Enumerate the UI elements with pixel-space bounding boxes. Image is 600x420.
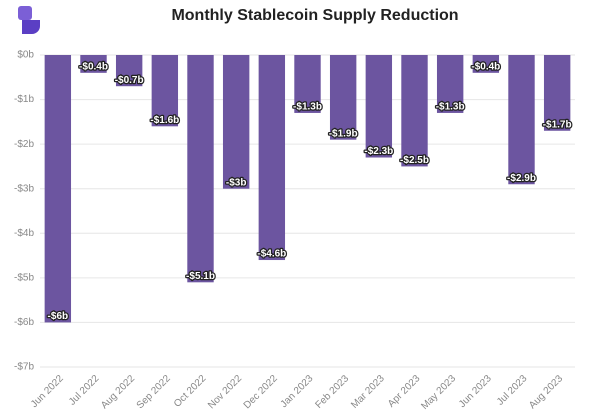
value-label: -$0.4b [471, 61, 500, 72]
value-label: -$1.3b [293, 102, 322, 113]
bar [401, 55, 428, 167]
value-label: -$3b [226, 177, 247, 188]
value-label: -$6b [48, 311, 69, 322]
x-tick-label: Jul 2022 [67, 373, 102, 408]
x-tick-label: Aug 2022 [99, 373, 137, 411]
y-tick-label: -$7b [14, 362, 34, 373]
y-tick-label: -$3b [14, 183, 34, 194]
y-tick-label: -$2b [14, 139, 34, 150]
x-tick-label: Dec 2022 [242, 373, 280, 411]
bar [115, 55, 143, 87]
y-tick-label: -$5b [14, 272, 34, 283]
bar [222, 55, 250, 189]
bar [543, 55, 571, 131]
value-label: -$2.3b [364, 146, 393, 157]
bar [187, 55, 214, 283]
value-label: -$0.4b [79, 61, 108, 72]
x-tick-label: Mar 2023 [349, 373, 387, 411]
bar [294, 55, 321, 113]
bar [258, 55, 286, 261]
bar [472, 55, 500, 73]
x-tick-label: Jun 2022 [29, 373, 66, 410]
value-label: -$1.6b [150, 115, 179, 126]
value-label: -$2.9b [507, 173, 536, 184]
y-tick-label: $0b [17, 50, 34, 61]
y-tick-label: -$4b [14, 228, 34, 239]
logo [18, 6, 40, 34]
x-tick-label: Jun 2023 [457, 373, 494, 410]
y-tick-label: -$1b [14, 94, 34, 105]
chart-title: Monthly Stablecoin Supply Reduction [171, 7, 458, 24]
value-label: -$0.7b [115, 75, 144, 86]
x-tick-label: Apr 2023 [386, 373, 423, 410]
x-tick-label: Feb 2023 [313, 373, 351, 411]
bar [44, 55, 72, 323]
x-tick-label: May 2023 [419, 373, 458, 412]
x-tick-label: Oct 2022 [172, 373, 209, 410]
value-label: -$1.3b [436, 102, 465, 113]
bar [508, 55, 535, 185]
value-label: -$4.6b [257, 249, 286, 260]
value-label: -$5.1b [186, 271, 215, 282]
x-tick-label: Sep 2022 [135, 373, 173, 411]
x-tick-label: Jul 2023 [495, 373, 530, 408]
bar [80, 55, 107, 73]
bar [151, 55, 179, 127]
bar [329, 55, 357, 140]
bar [436, 55, 464, 113]
x-tick-label: Aug 2023 [527, 373, 565, 411]
x-tick-label: Nov 2022 [206, 373, 244, 411]
x-tick-label: Jan 2023 [279, 373, 316, 410]
y-tick-label: -$6b [14, 317, 34, 328]
value-label: -$1.7b [543, 119, 572, 130]
bar [365, 55, 393, 158]
value-label: -$1.9b [329, 128, 358, 139]
value-label: -$2.5b [400, 155, 429, 166]
